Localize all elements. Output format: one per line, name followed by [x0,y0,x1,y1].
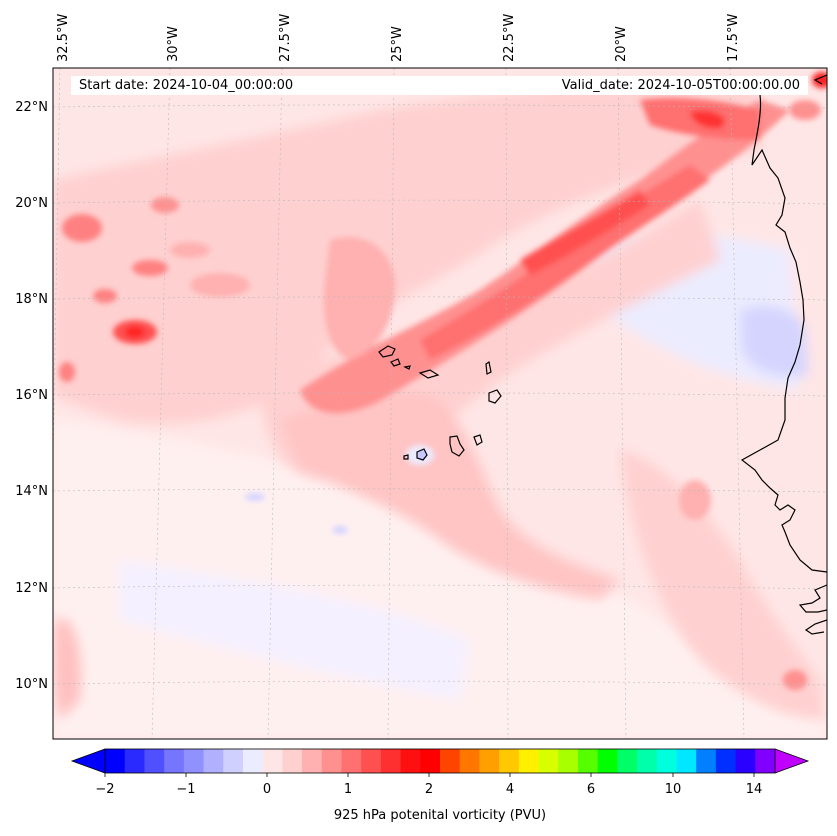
pv-strong-band [300,98,790,414]
map-area [53,68,827,739]
island-sao-nicolau [418,369,440,379]
colorbar-segment [617,749,638,773]
colorbar-segment [538,749,559,773]
lon-label: 25°W [390,26,405,62]
island-sao-vicente [390,358,401,367]
colorbar-tick-label: 6 [587,782,595,797]
colorbar-over-extension [775,749,808,773]
lon-label: 32.5°W [56,14,71,62]
colorbar-segment [380,749,402,773]
colorbar-segment [144,749,165,773]
lat-label: 16°N [15,388,48,403]
colorbar-segment [459,749,481,773]
colorbar-segment [656,749,678,773]
colorbar-tick-label: 10 [665,782,682,797]
colorbar-frame [104,748,776,774]
colorbar-segment [597,749,618,773]
latitude-labels: 22°N 20°N 18°N 16°N 14°N 12°N 10°N [15,100,48,692]
colorbar-tick-labels: −2 −1 0 1 2 4 6 10 14 [95,782,762,797]
colorbar-segment [735,749,756,773]
colorbar-segment [479,749,500,773]
colorbar-segment [577,749,599,773]
colorbar-segment [341,749,362,773]
pv-low-band [53,235,827,739]
lon-label: 22.5°W [502,14,517,62]
island-santo-antao [378,345,396,358]
map-frame [52,67,828,740]
colorbar-segment [558,749,579,773]
colorbar-segment [282,749,303,773]
lat-label: 18°N [15,292,48,307]
colorbar-tick-label: 1 [344,782,352,797]
colorbar-segment [124,749,146,773]
island-maio [473,434,483,446]
colorbar-tick-label: 4 [506,782,514,797]
colorbar-segment [105,749,126,773]
lon-label: 20°W [614,26,629,62]
colorbar-segment [676,749,697,773]
date-info-box: Start date: 2024-10-04_00:00:00 Valid_da… [71,76,808,95]
lat-label: 12°N [15,581,48,596]
island-santiago [449,435,465,457]
colorbar-segments [105,749,776,773]
cape-verde-islands [378,345,502,461]
island-fogo [416,448,428,461]
colorbar-segment [420,749,441,773]
colorbar-title: 925 hPa potenital vorticity (PVU) [333,808,547,823]
longitude-labels: 32.5°W 30°W 27.5°W 25°W 22.5°W 20°W 17.5… [56,14,741,62]
colorbar-segment [361,749,382,773]
colorbar-segment [242,749,264,773]
colorbar-segment [518,749,540,773]
island-sal [485,361,492,375]
colorbar-tick-label: 14 [746,782,763,797]
colorbar-segment [400,749,421,773]
graticule [53,68,827,739]
island-boa-vista [488,389,502,404]
island-santa-luzia [403,365,411,370]
valid-date-label: Valid_date: 2024-10-05T00:00:00.00 [561,78,800,93]
start-date-label: Start date: 2024-10-04_00:00:00 [79,78,294,93]
lat-label: 20°N [15,196,48,211]
colorbar-segment [183,749,205,773]
lat-label: 14°N [15,484,48,499]
lat-label: 10°N [15,677,48,692]
lon-label: 17.5°W [726,14,741,62]
colorbar-tick-label: −2 [95,782,114,797]
island-brava [403,454,409,460]
colorbar-segment [203,749,224,773]
colorbar-segment [715,749,737,773]
colorbar-segment [302,749,323,773]
lat-label: 22°N [15,100,48,115]
colorbar-segment [164,749,185,773]
colorbar-under-extension [72,749,105,773]
colorbar-segment [499,749,520,773]
colorbar-segment [696,749,717,773]
colorbar-tick-label: 0 [263,782,271,797]
colorbar-tick-label: 2 [425,782,433,797]
colorbar-ticks [104,773,755,777]
lon-label: 27.5°W [278,14,293,62]
coastline [740,74,827,635]
lon-label: 30°W [166,26,181,62]
colorbar-segment [637,749,658,773]
colorbar-segment [321,749,343,773]
colorbar-tick-label: −1 [176,782,195,797]
colorbar-segment [755,749,776,773]
colorbar: −2 −1 0 1 2 4 6 10 14 [70,748,810,797]
colorbar-segment [223,749,244,773]
colorbar-segment [440,749,461,773]
pv-west-patches [59,72,827,690]
colorbar-extension-outline [70,748,810,774]
colorbar-segment [262,749,283,773]
pv-moderate-patches [53,86,827,720]
